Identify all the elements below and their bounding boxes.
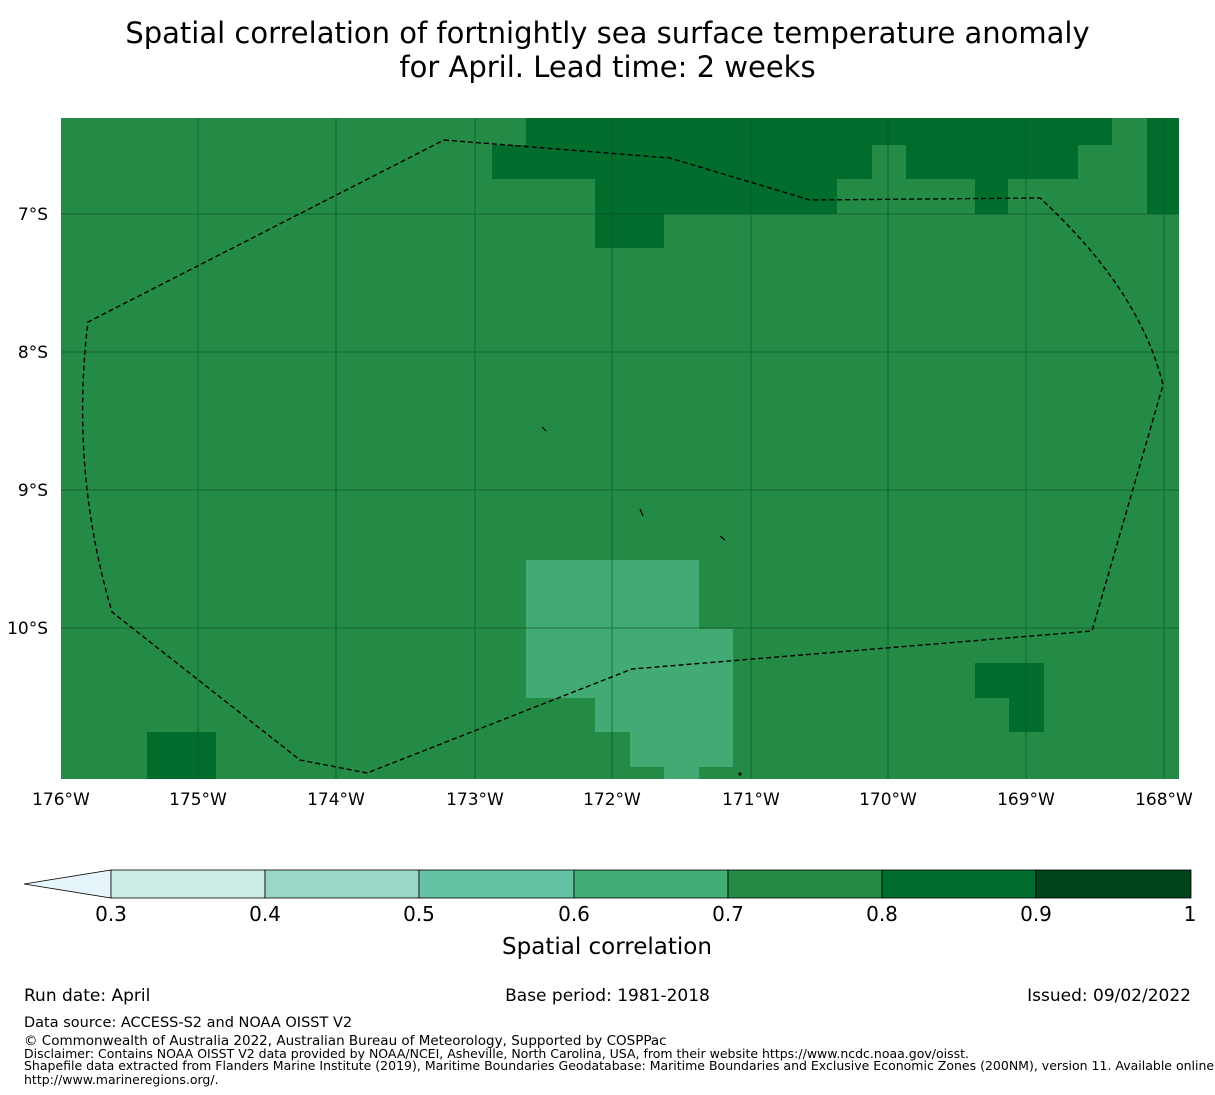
- lat-label: 10°S: [7, 619, 48, 639]
- lat-label: 9°S: [18, 481, 48, 501]
- colorbar-tick: 0.3: [95, 902, 127, 926]
- colorbar-ticks: 0.3 0.4 0.5 0.6 0.7 0.8 0.9 1: [95, 902, 1196, 926]
- island: [738, 772, 742, 776]
- colorbar-bin: [264, 869, 420, 899]
- lon-label: 171°W: [722, 790, 780, 810]
- colorbar-bin: [881, 869, 1037, 899]
- lon-label: 174°W: [307, 790, 365, 810]
- lat-label: 7°S: [18, 205, 48, 225]
- colorbar-bin: [110, 869, 266, 899]
- lat-label: 8°S: [18, 343, 48, 363]
- island: [639, 508, 644, 517]
- colorbar-tick: 0.9: [1020, 902, 1052, 926]
- colorbar: [23, 869, 1192, 899]
- island: [541, 426, 547, 432]
- colorbar-label: Spatial correlation: [502, 934, 712, 960]
- islands: [541, 426, 742, 776]
- lon-label: 175°W: [169, 790, 227, 810]
- colorbar-bin: [1035, 869, 1192, 899]
- colorbar-bin: [418, 869, 575, 899]
- latitude-labels: 7°S 8°S 9°S 10°S: [7, 205, 48, 639]
- data-source: Data source: ACCESS-S2 and NOAA OISST V2: [24, 1015, 353, 1031]
- cell-low: [664, 767, 699, 779]
- island: [719, 535, 726, 541]
- base-period: Base period: 1981-2018: [505, 986, 710, 1006]
- lon-label: 170°W: [859, 790, 917, 810]
- colorbar-tick: 0.7: [712, 902, 744, 926]
- cell-high: [975, 663, 1044, 698]
- correlation-cells-high: [147, 118, 1179, 779]
- colorbar-bin: [727, 869, 883, 899]
- run-date: Run date: April: [24, 986, 151, 1006]
- chart-title-line-2: for April. Lead time: 2 weeks: [399, 50, 816, 84]
- colorbar-tick: 1: [1184, 902, 1197, 926]
- shapefile-credit: Shapefile data extracted from Flanders M…: [24, 1058, 1215, 1073]
- cell-high: [526, 118, 1112, 145]
- cell-high: [906, 145, 1078, 179]
- lon-label: 173°W: [446, 790, 504, 810]
- shapefile-url: http://www.marineregions.org/.: [24, 1072, 219, 1087]
- cell-high: [147, 732, 216, 779]
- cell-high: [595, 179, 837, 214]
- colorbar-tick: 0.4: [249, 902, 281, 926]
- chart-title-line-1: Spatial correlation of fortnightly sea s…: [125, 16, 1090, 50]
- cell-high: [595, 214, 664, 248]
- colorbar-tick: 0.5: [403, 902, 435, 926]
- lon-label: 176°W: [32, 790, 90, 810]
- cell-low: [526, 629, 733, 698]
- disclaimer: Disclaimer: Contains NOAA OISST V2 data …: [24, 1046, 969, 1061]
- lon-label: 169°W: [997, 790, 1055, 810]
- cell-high: [975, 179, 1008, 214]
- lon-label: 172°W: [583, 790, 641, 810]
- colorbar-tick: 0.6: [558, 902, 590, 926]
- eez-boundary: [81, 139, 1164, 774]
- copyright: © Commonwealth of Australia 2022, Austra…: [24, 1033, 667, 1049]
- issued-date: Issued: 09/02/2022: [1027, 986, 1191, 1006]
- gridlines: [61, 118, 1179, 779]
- cell-high: [492, 145, 872, 179]
- colorbar-tick: 0.8: [866, 902, 898, 926]
- cell-high: [1147, 118, 1179, 214]
- colorbar-extend-min: [23, 869, 112, 899]
- colorbar-bin: [573, 869, 729, 899]
- lon-label: 168°W: [1135, 790, 1193, 810]
- longitude-labels: 176°W 175°W 174°W 173°W 172°W 171°W 170°…: [32, 790, 1193, 810]
- cell-low: [630, 732, 733, 767]
- cell-low: [595, 698, 733, 732]
